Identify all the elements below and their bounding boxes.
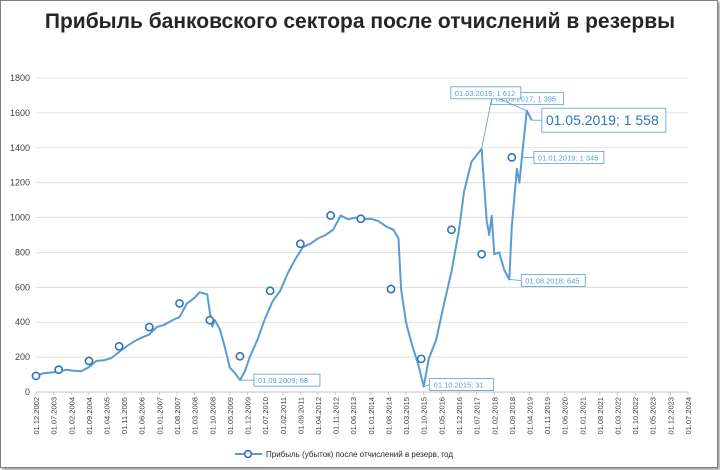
- x-tick-label: 01.08.2021: [596, 397, 605, 435]
- callout-box: [429, 378, 495, 391]
- callout-label: 01.01.2019; 1 345: [538, 153, 598, 162]
- y-tick-label: 1000: [10, 213, 30, 223]
- data-point-marker: [386, 284, 396, 294]
- x-tick-label: 01.12.2009: [243, 397, 252, 435]
- y-tick-label: 1200: [10, 178, 30, 188]
- y-tick-label: 0: [25, 387, 30, 397]
- data-point-marker: [416, 354, 426, 364]
- callout-box: [541, 107, 667, 133]
- x-tick-label: 01.05.2009: [226, 397, 235, 435]
- x-tick-label: 01.10.2015: [420, 397, 429, 435]
- x-tick-label: 01.09.2018: [508, 397, 517, 435]
- data-point-marker: [447, 225, 456, 235]
- x-tick-label: 01.11.2005: [120, 397, 129, 434]
- x-tick-label: 01.12.2016: [455, 397, 464, 435]
- callout-leader: [509, 279, 522, 281]
- data-point-marker: [205, 315, 215, 325]
- x-tick-label: 01.07.2003: [50, 397, 59, 435]
- callout-label: 01.03.2019; 1 612: [455, 89, 515, 98]
- data-point-marker: [31, 371, 41, 381]
- x-tick-label: 01.01.2014: [367, 397, 376, 435]
- data-point-marker: [144, 322, 154, 332]
- callout-leader: [423, 384, 430, 387]
- x-tick-label: 01.04.2019: [525, 397, 534, 435]
- data-point-marker: [235, 351, 245, 361]
- x-tick-label: 01.06.2020: [561, 397, 570, 435]
- callout-label: 01.09.2009; 68: [258, 376, 308, 385]
- data-point-marker: [175, 298, 184, 308]
- x-tick-label: 01.11.2012: [332, 397, 341, 434]
- callout-box: [450, 86, 522, 100]
- data-point-marker: [356, 214, 366, 224]
- data-point-marker: [295, 239, 305, 249]
- x-tick-label: 01.02.2018: [490, 397, 499, 435]
- x-tick-label: 01.06.2013: [349, 397, 358, 435]
- x-tick-label: 01.02.2004: [67, 397, 76, 435]
- y-tick-label: 400: [15, 317, 30, 327]
- data-point-marker: [54, 365, 64, 375]
- x-tick-label: 01.03.2022: [613, 397, 622, 435]
- callout-label: 01.08.2018; 645: [525, 276, 579, 285]
- data-point-marker: [507, 152, 517, 162]
- callout-label: 01.09.2017; 1 395: [496, 95, 556, 104]
- data-point-marker: [265, 286, 275, 296]
- y-tick-label: 1600: [10, 108, 30, 118]
- x-tick-label: 01.09.2004: [85, 397, 94, 435]
- x-tick-label: 01.04.2005: [102, 397, 111, 435]
- data-point-marker: [114, 341, 124, 351]
- chart-title: Прибыль банковского сектора после отчисл…: [44, 10, 676, 33]
- callout-label: 01.10.2015; 31: [434, 381, 484, 390]
- x-tick-label: 01.07.2017: [473, 397, 482, 435]
- x-tick-label: 01.03.2008: [191, 397, 200, 435]
- y-tick-label: 1800: [10, 73, 30, 83]
- legend-marker: [243, 449, 253, 459]
- x-tick-label: 01.10.2008: [208, 397, 217, 435]
- callout-box: [520, 274, 586, 287]
- x-tick-label: 01.01.2021: [578, 397, 587, 435]
- x-tick-label: 01.03.2015: [402, 397, 411, 435]
- x-tick-label: 01.10.2022: [631, 397, 640, 435]
- x-tick-label: 01.07.2010: [261, 397, 270, 435]
- x-tick-label: 01.08.2007: [173, 397, 182, 435]
- callout-box: [253, 373, 321, 387]
- x-tick-label: 01.06.2006: [138, 397, 147, 435]
- x-tick-label: 01.05.2023: [649, 397, 658, 435]
- x-tick-label: 01.12.2023: [666, 397, 675, 435]
- series-line: [35, 109, 533, 388]
- y-tick-label: 800: [15, 247, 30, 257]
- data-point-marker: [84, 356, 94, 366]
- data-point-marker: [477, 249, 487, 259]
- legend-label: Прибыль (убыток) после отчислений в резе…: [266, 450, 453, 459]
- x-tick-label: 01.09.2011: [296, 397, 305, 434]
- x-tick-label: 01.01.2007: [155, 397, 164, 435]
- callout-box: [533, 150, 605, 164]
- x-tick-label: 01.04.2012: [314, 397, 323, 435]
- callout-label: 01.05.2019; 1 558: [546, 112, 659, 128]
- x-tick-label: 01.02.2011: [279, 397, 288, 434]
- x-tick-label: 01.12.2002: [32, 397, 41, 435]
- data-point-marker: [326, 211, 336, 220]
- callout-leader: [481, 98, 493, 149]
- y-tick-label: 1400: [10, 143, 30, 153]
- x-tick-label: 01.07.2024: [684, 397, 693, 435]
- y-tick-label: 200: [15, 352, 30, 362]
- x-tick-label: 01.11.2019: [543, 397, 552, 434]
- x-tick-label: 01.05.2016: [437, 397, 446, 435]
- x-tick-label: 01.08.2014: [384, 397, 393, 435]
- y-tick-label: 600: [15, 282, 30, 292]
